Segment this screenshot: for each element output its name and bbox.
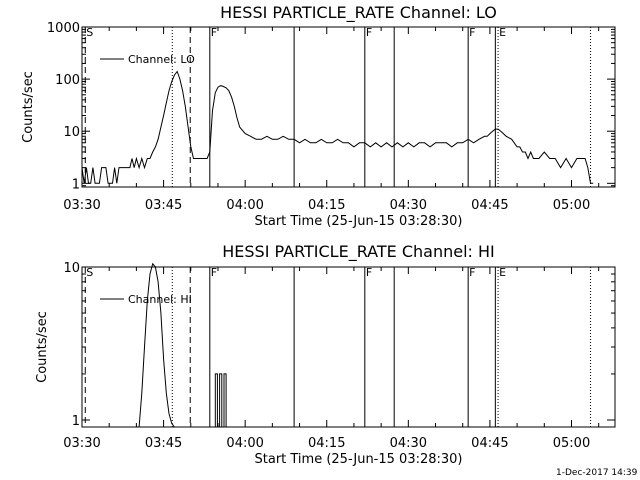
footer-timestamp: 1-Dec-2017 14:39 <box>556 468 638 478</box>
event-marker-label: E <box>499 266 506 279</box>
y-axis-label: Counts/sec <box>35 311 50 383</box>
x-axis-label: Start Time (25-Jun-15 03:28:30) <box>255 214 463 229</box>
x-tick-label: 04:30 <box>390 436 427 451</box>
event-marker-label: F <box>211 266 217 279</box>
x-tick-label: 04:15 <box>308 198 345 213</box>
event-marker-label: F <box>211 26 217 39</box>
event-marker-label: E <box>499 26 506 39</box>
x-tick-label: 04:45 <box>471 436 508 451</box>
y-tick-label: 1 <box>72 177 80 192</box>
y-tick-label: 10 <box>63 125 80 140</box>
x-axis-label: Start Time (25-Jun-15 03:28:30) <box>255 452 463 467</box>
x-tick-label: 03:30 <box>63 436 100 451</box>
x-tick-label: 03:30 <box>63 198 100 213</box>
chart-panel-2: HESSI PARTICLE_RATE Channel: HI 03:30 03:4… <box>35 242 616 467</box>
y-tick-label: 10 <box>63 261 80 276</box>
x-tick-label: 04:00 <box>226 198 263 213</box>
legend-label: Channel: LO <box>128 53 195 66</box>
x-tick-label: 04:30 <box>390 198 427 213</box>
x-tick-label: 04:00 <box>226 436 263 451</box>
series-line <box>81 70 594 184</box>
chart-title: HESSI PARTICLE_RATE Channel: LO <box>220 3 497 23</box>
x-tick-label: 05:00 <box>553 436 590 451</box>
plot-frame <box>81 266 616 428</box>
series-line <box>138 262 227 428</box>
y-tick-label: 1 <box>72 414 80 429</box>
x-tick-label: 03:45 <box>145 198 182 213</box>
event-marker-label: F <box>366 266 372 279</box>
chart-panel-1: HESSI PARTICLE_RATE Channel: LO 03:30 03:4… <box>21 3 616 229</box>
event-marker-label: F <box>469 266 475 279</box>
event-marker-label: F <box>366 26 372 39</box>
y-tick-label: 1000 <box>47 21 80 36</box>
event-marker-label: F <box>469 26 475 39</box>
event-marker-label: S <box>86 266 93 279</box>
x-tick-label: 04:45 <box>471 198 508 213</box>
y-tick-label: 100 <box>55 73 80 88</box>
plot-frame <box>81 26 616 188</box>
y-axis-label: Counts/sec <box>21 71 36 143</box>
x-tick-label: 05:00 <box>553 198 590 213</box>
chart-title: HESSI PARTICLE_RATE Channel: HI <box>222 242 495 262</box>
x-tick-label: 04:15 <box>308 436 345 451</box>
x-tick-label: 03:45 <box>145 436 182 451</box>
event-marker-label: S <box>86 26 93 39</box>
